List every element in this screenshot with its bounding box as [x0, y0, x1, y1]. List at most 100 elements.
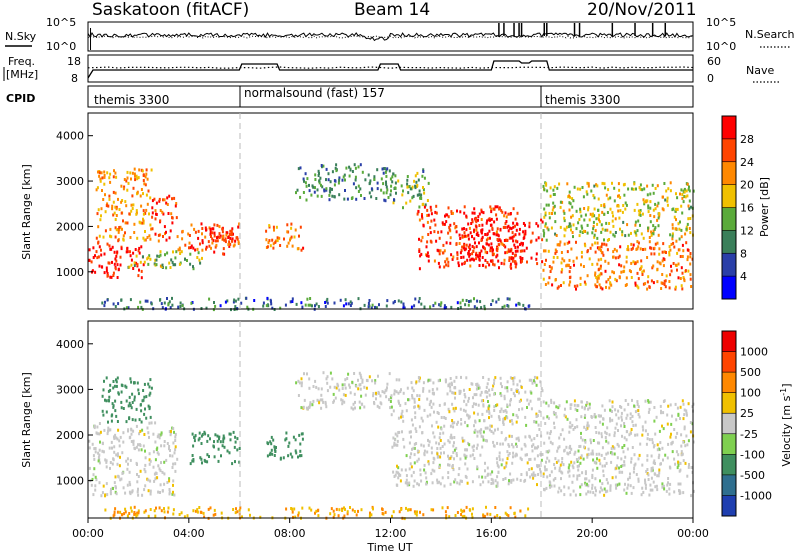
- data-cell: [271, 452, 274, 456]
- data-cell: [657, 474, 660, 478]
- data-cell: [473, 411, 476, 415]
- data-cell: [299, 442, 302, 446]
- data-cell: [674, 263, 677, 267]
- data-cell: [480, 229, 483, 233]
- data-cell: [660, 411, 662, 415]
- data-cell: [134, 418, 137, 422]
- data-cell: [605, 461, 608, 465]
- data-cell: [359, 387, 362, 391]
- data-cell: [316, 194, 319, 198]
- data-cell: [598, 458, 601, 462]
- data-cell: [492, 440, 495, 444]
- data-cell: [606, 426, 609, 430]
- data-cell: [551, 212, 553, 215]
- colorbar-tick-label: -500: [740, 469, 765, 482]
- data-cell: [595, 431, 598, 434]
- data-cell: [514, 454, 517, 458]
- data-cell: [219, 234, 222, 238]
- data-cell: [597, 216, 600, 220]
- data-cell: [398, 510, 401, 514]
- data-cell: [148, 452, 151, 456]
- colorbar-tick-label: 500: [740, 366, 761, 379]
- data-cell: [591, 452, 594, 456]
- data-cell: [594, 477, 597, 481]
- data-cell: [603, 238, 605, 242]
- data-cell: [381, 390, 384, 394]
- data-cell: [179, 301, 182, 305]
- data-cell: [594, 229, 597, 233]
- data-cell: [232, 508, 235, 511]
- data-cell: [475, 257, 478, 261]
- data-cell: [518, 302, 521, 306]
- data-cell: [108, 194, 111, 198]
- data-cell: [135, 174, 138, 178]
- data-cell: [178, 246, 181, 250]
- data-cell: [249, 513, 251, 517]
- data-cell: [554, 232, 557, 236]
- data-cell: [604, 186, 607, 190]
- data-cell: [634, 433, 637, 437]
- data-cell: [292, 515, 294, 519]
- data-cell: [565, 225, 568, 229]
- data-cell: [636, 240, 639, 244]
- data-cell: [103, 252, 106, 256]
- data-cell: [325, 377, 328, 381]
- data-cell: [417, 404, 420, 408]
- data-cell: [476, 434, 479, 438]
- data-cell: [140, 204, 143, 208]
- data-cell: [586, 250, 589, 254]
- data-cell: [192, 444, 195, 448]
- data-cell: [619, 405, 622, 408]
- data-cell: [137, 493, 140, 497]
- data-cell: [463, 231, 466, 235]
- data-cell: [101, 301, 104, 305]
- data-cell: [385, 180, 387, 184]
- data-cell: [413, 461, 416, 465]
- data-cell: [504, 477, 507, 480]
- data-cell: [533, 420, 536, 424]
- data-cell: [450, 455, 453, 459]
- data-cell: [199, 261, 202, 265]
- data-cell: [521, 407, 524, 411]
- data-cell: [441, 221, 444, 225]
- data-cell: [443, 265, 446, 269]
- data-cell: [147, 489, 150, 493]
- data-cell: [433, 259, 436, 263]
- data-cell: [460, 249, 463, 253]
- data-cell: [146, 299, 149, 303]
- data-cell: [160, 302, 163, 306]
- data-cell: [294, 228, 297, 232]
- data-cell: [443, 402, 446, 406]
- data-cell: [681, 452, 684, 456]
- data-cell: [291, 510, 294, 514]
- data-cell: [477, 234, 480, 237]
- data-cell: [415, 185, 418, 188]
- data-cell: [669, 181, 672, 185]
- data-cell: [137, 487, 139, 491]
- data-cell: [342, 304, 345, 308]
- data-cell: [600, 204, 603, 207]
- colorbar-swatch: [722, 331, 736, 352]
- data-cell: [189, 262, 192, 266]
- data-cell: [118, 439, 121, 443]
- data-cell: [512, 445, 515, 449]
- data-cell: [222, 252, 225, 256]
- data-cell: [631, 414, 634, 418]
- data-cell: [159, 209, 162, 212]
- data-cell: [154, 217, 157, 221]
- data-cell: [454, 391, 457, 395]
- data-cell: [485, 221, 488, 225]
- data-cell: [644, 282, 647, 286]
- data-cell: [662, 264, 665, 268]
- data-cell: [465, 376, 468, 380]
- data-cell: [433, 218, 436, 222]
- data-cell: [452, 407, 455, 411]
- data-cell: [432, 461, 435, 465]
- data-cell: [478, 241, 480, 245]
- data-cell: [187, 232, 190, 236]
- data-cell: [118, 464, 121, 468]
- data-cell: [123, 185, 126, 189]
- data-cell: [621, 470, 624, 474]
- y-tick-label: 3000: [56, 175, 84, 188]
- data-cell: [411, 386, 414, 390]
